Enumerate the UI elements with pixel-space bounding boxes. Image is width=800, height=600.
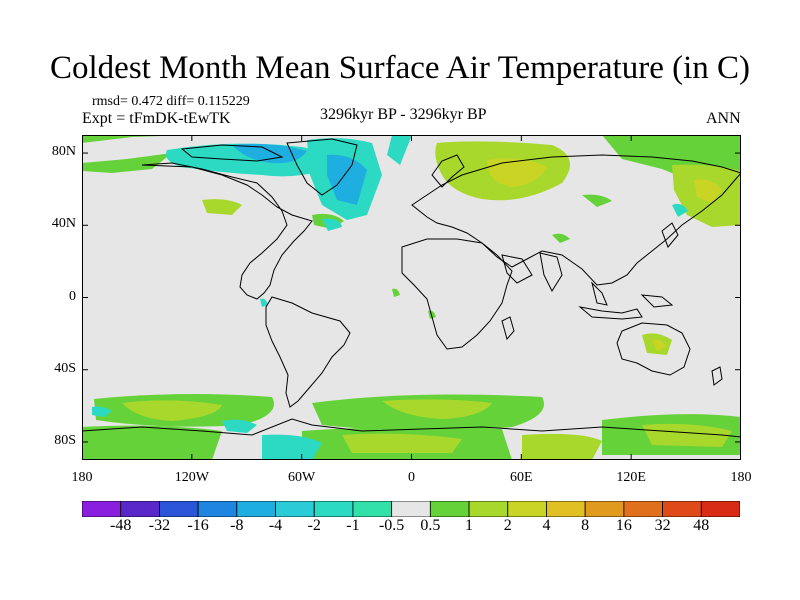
stats-label: rmsd= 0.472 diff= 0.115229 [92,94,250,109]
season-label: ANN [706,110,741,127]
colorbar-level-label: 2 [503,517,512,534]
latitude-label: 40S [54,360,76,376]
colorbar-swatch [700,501,740,517]
map-title: Coldest Month Mean Surface Air Temperatu… [50,50,750,86]
colorbar-swatch [662,501,702,517]
colorbar-level-label: 48 [693,517,710,534]
colorbar-swatch [275,501,315,517]
colorbar-swatch [352,501,393,517]
longitude-label: 180 [71,470,93,485]
colorbar-level-label: -8 [230,517,244,534]
latitude-label: 0 [69,288,76,304]
colorbar-level-label: -4 [268,517,283,534]
colorbar-level-label: -16 [187,517,209,534]
experiment-label: Expt = tFmDK-tEwTK [82,110,231,127]
colorbar-level-label: 8 [581,517,590,534]
colorbar-level-label: -1 [346,517,360,534]
period-label: 3296kyr BP - 3296kyr BP [320,106,487,123]
colorbar-swatch [391,501,431,517]
latitude-label: 80N [51,144,76,160]
colorbar-level-label: 16 [615,517,632,534]
colorbar-level-label: 4 [542,517,551,534]
longitude-label: 120W [174,470,209,485]
colorbar-level-label: -0.5 [378,517,405,534]
colorbar-swatch [82,501,122,517]
colorbar-swatch [546,501,586,517]
colorbar-swatch [584,501,625,517]
longitude-label: 180 [730,470,752,485]
colorbar-level-label: 32 [654,517,671,534]
latitude-label: 40N [51,216,76,232]
colorbar-swatch [120,501,160,517]
colorbar-swatch [236,501,276,517]
colorbar-level-label: -48 [110,517,132,534]
colorbar-level-label: 0.5 [420,517,441,534]
colorbar-level-label: 1 [465,517,474,534]
colorbar-swatch [159,501,199,517]
colorbar-level-label: -32 [148,517,171,534]
longitude-label: 0 [408,470,415,485]
colorbar-swatch [468,501,509,517]
longitude-label: 60W [288,470,316,485]
longitude-label: 60E [510,470,533,485]
colorbar [82,501,740,517]
longitude-label: 120E [616,470,646,485]
colorbar-swatch [313,501,354,517]
coastlines [82,138,741,438]
colorbar-swatch [429,501,470,517]
latitude-label: 80S [54,432,76,448]
colorbar-swatch [507,501,547,517]
colorbar-swatch [623,501,663,517]
colorbar-level-label: -2 [307,517,321,534]
temperature-map [82,135,741,460]
axis-ticks [82,135,741,460]
colorbar-swatch [197,501,238,517]
anomaly-field [82,135,741,460]
